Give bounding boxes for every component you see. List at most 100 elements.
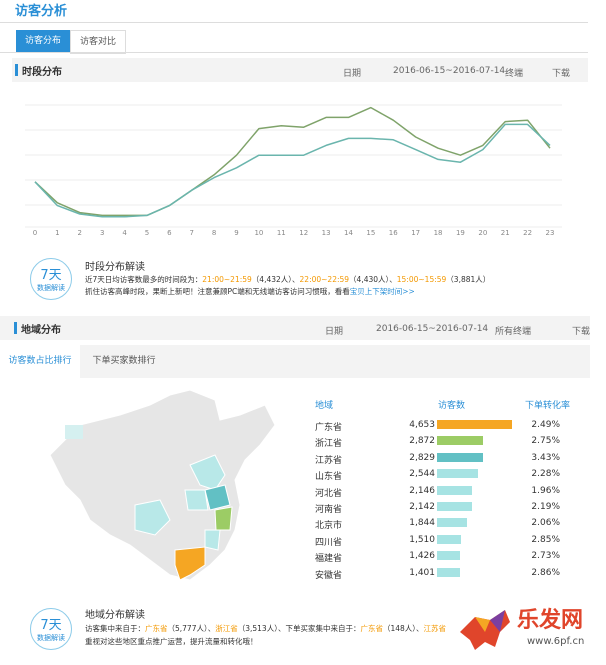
badge-label: 数据解读: [37, 284, 65, 292]
table-row: 山东省 2,544 2.28%: [300, 467, 590, 483]
conversion-rate: 3.43%: [531, 452, 560, 463]
x-tick-label: 15: [366, 229, 375, 237]
conversion-rate: 2.49%: [531, 420, 560, 430]
terminal-select[interactable]: 终端: [505, 69, 524, 79]
summary-title: 地域分布解读: [85, 610, 145, 621]
highlight: 15:00~15:59: [396, 275, 447, 284]
download[interactable]: 下载: [572, 327, 591, 337]
download[interactable]: 下载: [552, 69, 571, 79]
conversion-rate: 2.28%: [531, 469, 560, 480]
visitor-bar: [437, 485, 472, 495]
table-row: 浙江省 2,872 2.75%: [300, 434, 590, 450]
visitor-bar: [437, 436, 484, 446]
column-header: 访客数: [438, 401, 466, 411]
x-tick-label: 0: [33, 229, 37, 237]
text: 抓住访客高峰时段，果断上新吧！注意兼顾PC端和无线端访客访问习惯哦，看看: [85, 287, 350, 296]
x-tick-label: 14: [344, 229, 353, 237]
watermark: 乐发网 www.6pf.cn: [455, 598, 606, 665]
link[interactable]: 宝贝上下架时间>>: [349, 287, 415, 296]
terminal-select[interactable]: 所有终端: [495, 327, 532, 337]
region-name: 河南省: [315, 505, 343, 515]
table-row: 四川省 1,510 2.85%: [300, 533, 590, 548]
text: （3,513人）、下单买家集中来自于：: [237, 624, 361, 633]
region-name: 安徽省: [315, 570, 343, 581]
region-name: 山东省: [315, 472, 343, 483]
visitor-count: 2,829: [409, 452, 435, 463]
x-tick-label: 19: [456, 229, 465, 237]
table-row: 江苏省 2,829 3.43%: [300, 451, 590, 466]
section-header: [0, 316, 590, 340]
page-title: 访客分析: [15, 4, 68, 19]
highlight: 21:00~21:59: [202, 275, 252, 284]
watermark-logo: [460, 610, 510, 650]
x-tick-label: 6: [167, 229, 172, 237]
tab[interactable]: 访客分布: [16, 30, 70, 52]
visitor-bar: [437, 518, 467, 528]
conversion-rate: 2.06%: [531, 518, 560, 529]
watermark-brand: 乐发网: [517, 608, 584, 633]
visitor-count: 1,426: [409, 551, 435, 562]
table-row: 安徽省 1,401 2.86%: [300, 566, 590, 581]
highlight: 22:00~22:59: [299, 275, 350, 284]
region-table: 地域 访客数 下单转化率 广东省 4,653 2.49% 浙江省 2,872 2.75% 江…: [300, 396, 590, 586]
accent: [15, 64, 18, 76]
x-tick-label: 10: [254, 229, 263, 237]
x-tick-label: 13: [322, 229, 331, 237]
summary-line: 近7天日均访客数最多的时间段为：21:00~21:59（4,432人）、22:0…: [85, 274, 490, 285]
conversion-rate: 2.85%: [531, 534, 560, 545]
highlight: 浙江省: [215, 624, 238, 633]
badge: 7天 数据解读: [30, 608, 72, 650]
x-tick-label: 1: [55, 229, 59, 237]
date-select[interactable]: 日期: [343, 69, 362, 79]
x-tick-label: 8: [212, 229, 216, 237]
tab-bar: [0, 345, 590, 378]
visitor-bar: [437, 567, 460, 577]
x-tick-label: 20: [478, 229, 487, 237]
visitor-count: 1,510: [409, 534, 435, 545]
conversion-rate: 2.73%: [531, 551, 560, 562]
date-select[interactable]: 日期: [325, 327, 344, 337]
highlight: 广东省: [145, 624, 168, 633]
visitor-bar: [437, 502, 472, 511]
x-tick-label: 2: [78, 229, 82, 237]
conversion-rate: 2.86%: [531, 567, 560, 578]
x-tick-label: 12: [299, 229, 308, 237]
table-row: 北京市 1,844 2.06%: [300, 516, 590, 532]
highlight: 广东省: [360, 624, 383, 633]
region-name: 广东省: [315, 423, 343, 433]
region-name: 河北省: [315, 488, 343, 499]
conversion-rate: 2.19%: [531, 502, 560, 512]
x-tick-label: 9: [234, 229, 238, 237]
region-name: 浙江省: [315, 439, 343, 450]
visitor-count: 2,146: [409, 485, 435, 496]
province: [204, 529, 221, 551]
highlight: 江苏省: [423, 624, 447, 633]
watermark-url: www.6pf.cn: [527, 636, 585, 647]
divider: [0, 22, 588, 23]
tab[interactable]: 访客对比: [70, 30, 126, 54]
province: [184, 489, 209, 511]
summary-line: 访客集中来自于：广东省（5,777人）、浙江省（3,513人）、下单买家集中来自…: [85, 623, 446, 634]
region-name: 北京市: [315, 521, 343, 532]
province: [174, 546, 206, 581]
column-header: 地域: [315, 401, 334, 411]
visitor-bar: [437, 534, 462, 544]
column-header: 下单转化率: [525, 401, 571, 411]
text: （5,777人）、: [167, 624, 216, 633]
section-header: [12, 58, 588, 82]
table-row: 福建省 1,426 2.73%: [300, 549, 590, 564]
country: [49, 389, 276, 581]
tab[interactable]: 下单买家数排行: [92, 356, 156, 366]
visitor-count: 1,844: [409, 518, 435, 529]
badge-days: 7天: [40, 618, 62, 633]
province: [134, 499, 171, 536]
text: 访客集中来自于：: [85, 624, 145, 633]
text: （4,432人）、: [251, 275, 300, 284]
tab[interactable]: 访客数占比排行: [0, 345, 80, 378]
map: [49, 389, 276, 581]
table-row: 河北省 2,146 1.96%: [300, 484, 590, 499]
x-tick-label: 4: [122, 229, 127, 237]
x-tick-label: 16: [389, 229, 398, 237]
badge-label: 数据解读: [37, 634, 65, 642]
province: [189, 454, 226, 491]
